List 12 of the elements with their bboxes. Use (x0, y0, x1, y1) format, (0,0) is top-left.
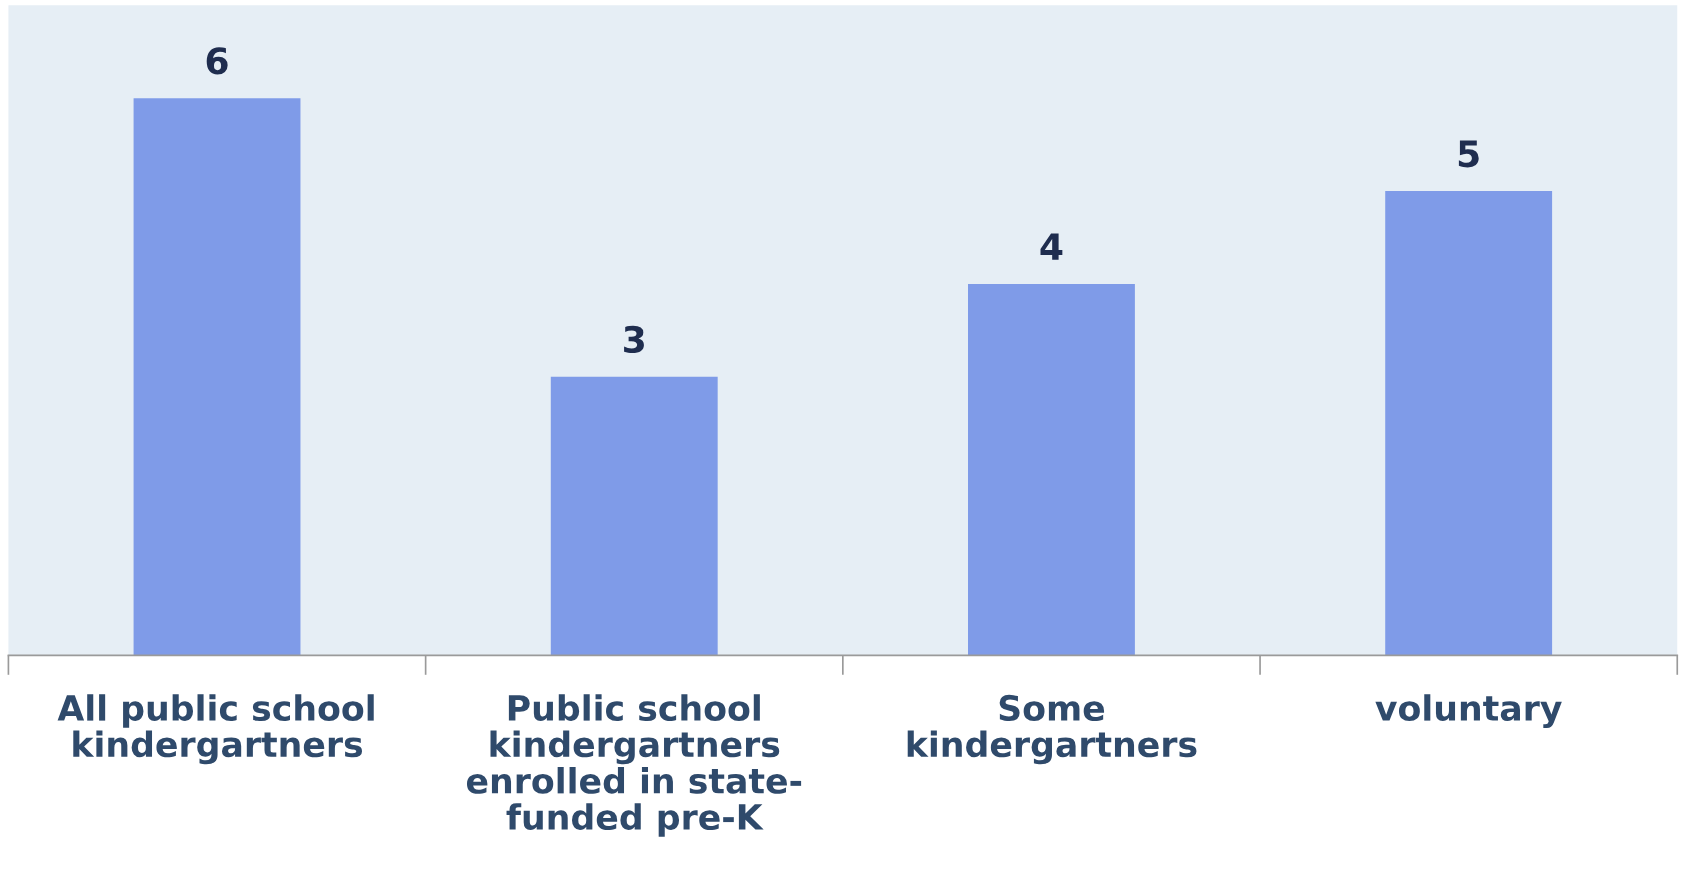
data-label: 6 (206, 47, 228, 75)
x-tick-label: voluntary (1375, 694, 1562, 729)
data-label: 5 (1458, 140, 1479, 168)
data-label: 4 (1040, 233, 1063, 260)
bar (550, 376, 718, 656)
bar (1385, 191, 1553, 656)
data-label: 3 (624, 325, 644, 354)
bar (968, 283, 1135, 656)
x-tick-label: All public school kindergartners (57, 694, 374, 765)
bar (133, 98, 301, 656)
x-tick-label: Public school kindergartners enrolled in state- funded pre-K (466, 694, 802, 837)
x-tick-label: Some kindergartners (907, 694, 1197, 765)
